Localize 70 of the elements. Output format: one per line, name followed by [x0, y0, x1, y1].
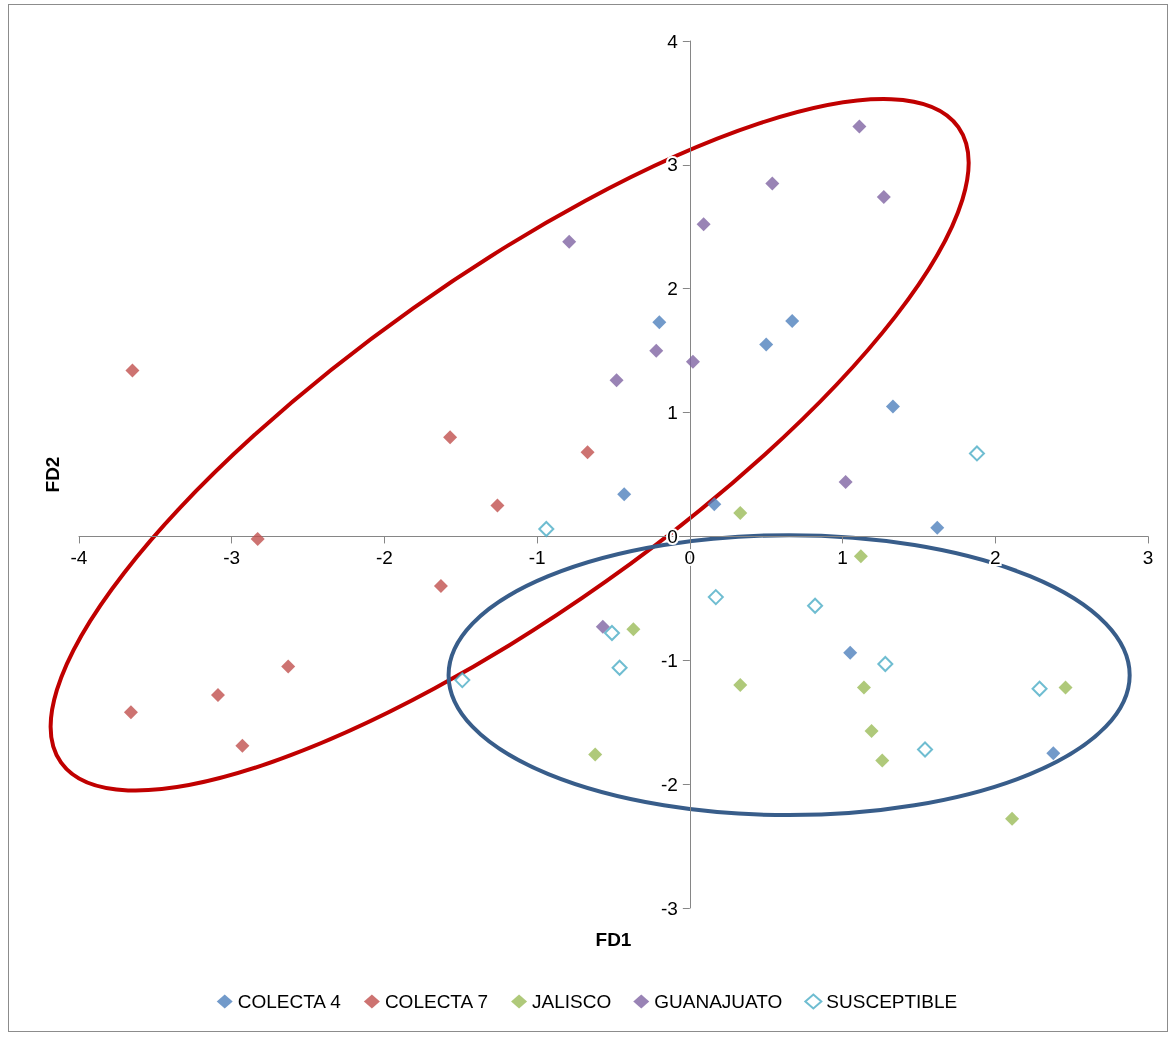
- point: [609, 373, 624, 388]
- y-tick-label: 1: [667, 402, 678, 424]
- point: [433, 578, 448, 593]
- point: [930, 520, 945, 535]
- point: [603, 625, 620, 642]
- y-tick-label: 4: [667, 30, 679, 52]
- point: [968, 445, 985, 462]
- point: [454, 672, 471, 689]
- point: [617, 487, 632, 502]
- point: [853, 549, 868, 564]
- point: [649, 343, 664, 358]
- point: [490, 498, 505, 513]
- legend-label: JALISCO: [532, 991, 612, 1012]
- x-tick-label: 3: [1142, 547, 1154, 569]
- legend-label: COLECTA 4: [237, 991, 342, 1012]
- point: [562, 234, 577, 249]
- point: [875, 753, 890, 768]
- x-tick-label: -2: [375, 547, 393, 569]
- point: [864, 723, 879, 738]
- point: [877, 656, 894, 672]
- point: [885, 399, 900, 414]
- point: [250, 531, 265, 546]
- point: [707, 589, 724, 606]
- point: [707, 497, 722, 512]
- x-axis-title: FD1: [595, 929, 632, 950]
- y-tick-label: -2: [660, 773, 678, 795]
- point: [856, 680, 871, 695]
- point: [538, 521, 555, 537]
- y-axis-title: FD2: [42, 456, 63, 493]
- point: [580, 445, 595, 460]
- point: [733, 505, 748, 520]
- point: [443, 430, 458, 445]
- y-tick-label: -1: [660, 649, 678, 671]
- point: [696, 217, 711, 232]
- point: [235, 738, 250, 753]
- point: [125, 363, 140, 378]
- point: [807, 597, 824, 614]
- point: [852, 119, 867, 134]
- point: [652, 315, 667, 330]
- y-tick-label: -3: [660, 897, 678, 919]
- point: [685, 354, 700, 369]
- point: [765, 176, 780, 191]
- point: [123, 705, 138, 720]
- point: [838, 474, 853, 489]
- point: [785, 313, 800, 328]
- y-tick-label: 2: [667, 278, 678, 300]
- point: [281, 659, 296, 674]
- y-tick-label: 3: [667, 154, 678, 176]
- legend-label: SUSCEPTIBLE: [826, 991, 958, 1012]
- x-tick-label: 1: [837, 547, 848, 569]
- point: [595, 619, 610, 634]
- legend-label: GUANAJUATO: [654, 991, 783, 1012]
- point: [1046, 746, 1061, 761]
- point: [1058, 680, 1073, 695]
- point: [611, 659, 628, 676]
- point: [733, 678, 748, 693]
- point: [1031, 680, 1048, 697]
- point: [626, 622, 641, 637]
- x-tick-label: 0: [684, 547, 696, 569]
- point: [210, 687, 225, 702]
- point: [876, 190, 891, 205]
- point: [843, 645, 858, 660]
- point: [1005, 811, 1020, 826]
- x-tick-label: -3: [223, 547, 241, 569]
- x-tick-label: -1: [528, 547, 546, 569]
- point: [917, 741, 934, 758]
- point: [759, 337, 774, 352]
- x-tick-label: -4: [70, 547, 88, 569]
- point: [588, 747, 603, 762]
- legend-label: COLECTA 7: [384, 991, 489, 1012]
